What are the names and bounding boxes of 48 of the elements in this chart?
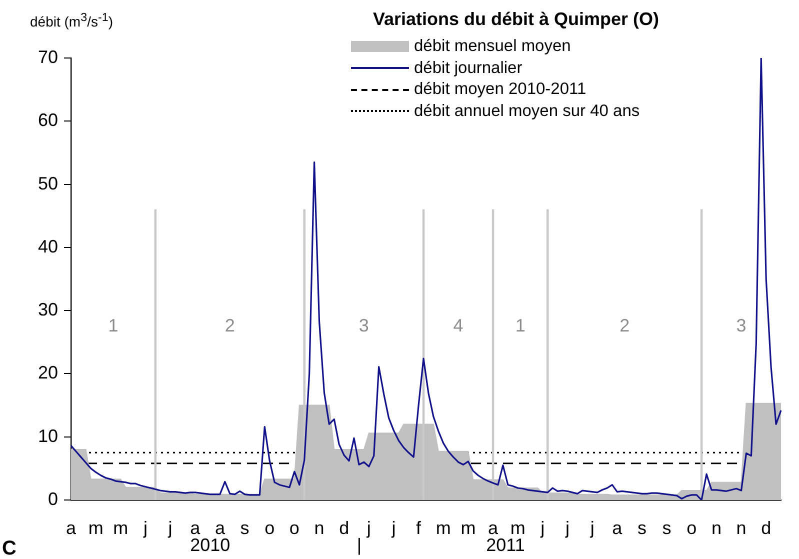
x-tick-label: d [761,518,772,538]
x-tick-label: f [416,518,422,538]
x-tick-label: d [339,518,350,538]
x-tick-label: s [240,518,250,538]
x-tick-label: j [540,518,545,538]
x-tick-label: j [589,518,594,538]
x-tick-label: n [314,518,324,538]
x-tick-label: m [88,518,104,538]
x-tick-label: o [686,518,697,538]
x-tick-label: n [736,518,746,538]
legend-label: débit journalier [414,58,522,78]
x-tick-label: a [66,518,77,538]
y-tick-label: 30 [38,300,58,320]
x-tick-label: j [167,518,172,538]
x-tick-label: j [564,518,570,538]
text: C [2,538,16,559]
legend-label: débit mensuel moyen [414,37,571,56]
x-tick-label: j [142,518,148,538]
chart-title: Variations du débit à Quimper (O) [373,9,660,30]
x-tick-label: n [711,518,722,538]
annotation: 4 [453,316,464,336]
y-tick-label: 50 [38,173,58,194]
legend-label: débit annuel moyen sur 40 ans [414,102,640,121]
x-tick-label: s [662,518,672,538]
x-tick-label: m [436,518,451,538]
x-tick-label: j [366,518,371,538]
y-tick-label: 60 [38,110,58,130]
annotation: 1 [515,316,526,336]
x-tick-label: o [289,518,300,538]
legend-label: débit moyen 2010-2011 [414,80,586,100]
x-tick-label: a [612,518,624,538]
y-tick-label: 40 [38,236,58,256]
text: | [356,534,362,555]
x-tick-label: j [390,518,396,538]
x-tick-label: m [460,518,476,538]
x-tick-label: s [637,518,646,538]
y-tick-label: 20 [38,362,58,383]
y-tick-label: 70 [38,46,58,67]
y-tick-label: 0 [48,488,58,509]
y-axis-title: débit (m$^{3}$/s$^{-1}$) [30,11,113,30]
annotation: 3 [736,316,746,336]
annotation: 2 [224,316,235,336]
y-tick-label: 10 [38,426,58,446]
annotation: 3 [358,316,369,336]
x-tick-label: o [264,518,275,538]
annotation: 1 [108,316,118,336]
x-tick-label: m [113,518,128,538]
annotation: 2 [620,316,630,336]
